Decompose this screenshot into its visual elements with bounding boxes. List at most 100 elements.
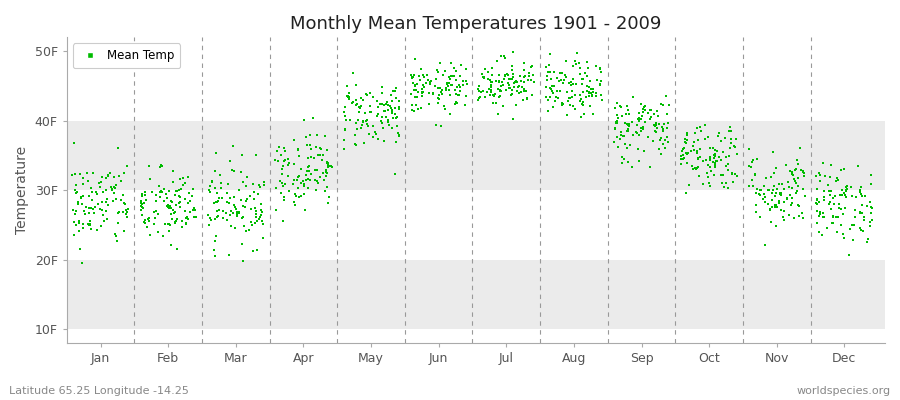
Text: worldspecies.org: worldspecies.org — [796, 386, 891, 396]
Point — [557, 77, 572, 83]
Point — [363, 90, 377, 96]
Point — [674, 152, 688, 159]
Point — [539, 94, 554, 100]
Point — [824, 188, 838, 194]
Point — [566, 81, 580, 87]
Point — [767, 183, 781, 190]
Point — [115, 192, 130, 198]
Point — [505, 91, 519, 97]
Point — [161, 202, 176, 208]
Point — [82, 204, 96, 211]
Point — [249, 210, 264, 217]
Point — [864, 172, 878, 178]
Point — [250, 218, 265, 224]
Point — [381, 102, 395, 108]
Point — [694, 128, 708, 134]
Point — [783, 192, 797, 199]
Point — [440, 80, 454, 87]
Point — [94, 179, 108, 186]
Point — [707, 151, 722, 157]
Point — [310, 132, 325, 138]
Point — [548, 98, 562, 104]
Point — [724, 171, 739, 178]
Point — [389, 139, 403, 146]
Point — [560, 89, 574, 96]
Point — [359, 117, 374, 123]
Point — [787, 215, 801, 221]
Point — [187, 214, 202, 220]
Point — [403, 90, 418, 97]
Point — [365, 134, 380, 140]
Point — [495, 79, 509, 85]
Point — [391, 130, 405, 136]
Point — [248, 151, 263, 158]
Point — [622, 123, 636, 129]
Point — [257, 182, 272, 188]
Point — [409, 102, 423, 109]
Point — [517, 60, 531, 66]
Point — [655, 102, 670, 108]
Point — [727, 171, 742, 178]
Point — [491, 111, 505, 117]
Point — [220, 181, 235, 188]
Point — [178, 215, 193, 222]
Point — [831, 177, 845, 183]
Point — [443, 111, 457, 118]
Point — [175, 224, 189, 230]
Point — [690, 156, 705, 162]
Point — [580, 73, 595, 80]
Point — [724, 135, 738, 142]
Point — [788, 180, 803, 186]
Point — [169, 201, 184, 208]
Point — [155, 162, 169, 169]
Point — [518, 67, 532, 74]
Point — [339, 82, 354, 89]
Point — [855, 202, 869, 208]
Point — [377, 138, 392, 144]
Point — [543, 85, 557, 92]
Point — [576, 102, 590, 108]
Point — [303, 177, 318, 183]
Point — [318, 188, 332, 194]
Point — [554, 70, 568, 76]
Point — [617, 141, 632, 148]
Point — [690, 164, 705, 170]
Point — [504, 92, 518, 98]
Point — [635, 109, 650, 116]
Point — [99, 216, 113, 222]
Point — [572, 71, 587, 78]
Point — [573, 65, 588, 72]
Point — [773, 190, 788, 196]
Point — [652, 121, 666, 127]
Point — [657, 137, 671, 144]
Point — [762, 205, 777, 212]
Point — [346, 70, 360, 76]
Point — [70, 201, 85, 208]
Point — [173, 194, 187, 200]
Point — [175, 218, 189, 224]
Point — [434, 122, 448, 129]
Point — [637, 104, 652, 110]
Point — [844, 184, 859, 190]
Point — [173, 198, 187, 205]
Point — [581, 92, 596, 99]
Point — [368, 129, 382, 135]
Point — [508, 78, 522, 85]
Point — [105, 187, 120, 194]
Point — [484, 89, 499, 95]
Point — [542, 62, 556, 69]
Point — [584, 93, 598, 100]
Point — [308, 177, 322, 183]
Point — [316, 152, 330, 159]
Point — [562, 94, 576, 101]
Point — [834, 222, 849, 228]
Point — [714, 172, 728, 178]
Point — [170, 188, 184, 194]
Point — [313, 152, 328, 159]
Point — [724, 144, 738, 151]
Point — [229, 206, 243, 212]
Point — [226, 210, 240, 216]
Point — [809, 200, 824, 206]
Point — [770, 186, 785, 192]
Point — [752, 186, 767, 193]
